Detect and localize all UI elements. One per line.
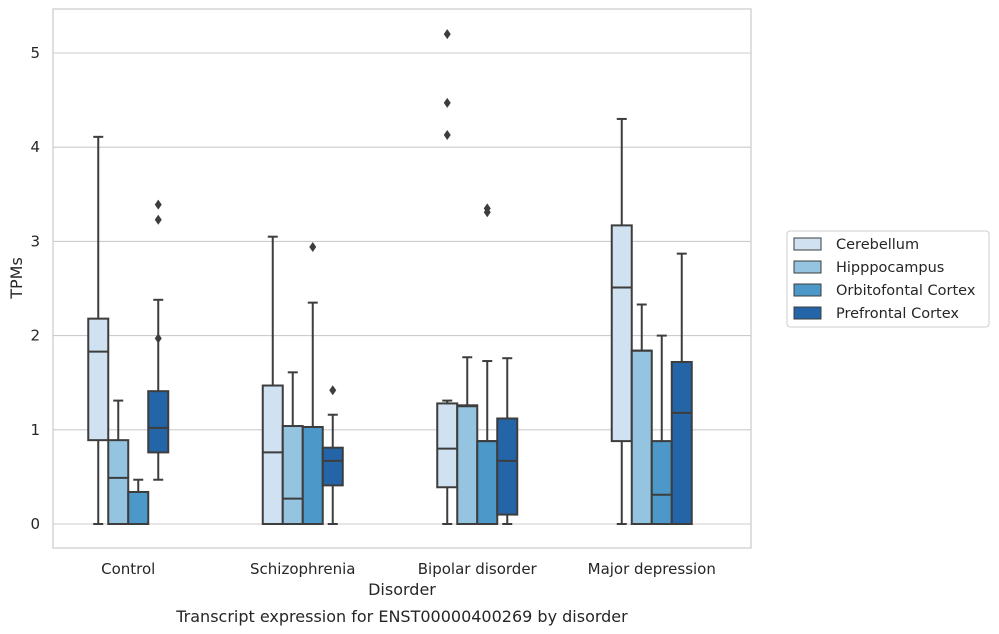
box-c1-s3: [321, 446, 344, 487]
box-c2-s0: [436, 402, 459, 489]
plot-frame: [52, 8, 752, 549]
y-axis-title: TPMs: [7, 257, 26, 300]
outlier-c0-s3-2: [154, 199, 162, 210]
y-tick-label-4: 4: [30, 138, 40, 156]
outlier-c2-s0-1: [443, 97, 451, 108]
y-tick-label-2: 2: [30, 327, 40, 345]
outlier-c0-s3-0: [154, 333, 162, 344]
box-c1-s0: [261, 384, 284, 525]
x-tick-label-2: Bipolar disorder: [418, 560, 538, 578]
legend-frame: [786, 230, 990, 328]
x-tick-label-3: Major depression: [588, 560, 716, 578]
legend-label-cerebellum: Cerebellum: [836, 237, 919, 253]
box-c0-s0: [87, 317, 110, 442]
legend-label-hippocampus: Hipppocampus: [836, 260, 944, 276]
box-c2-s3: [496, 417, 519, 516]
box-c1-s1: [281, 425, 304, 526]
x-axis-title: Disorder: [368, 580, 436, 599]
grid-lines: [53, 52, 751, 525]
legend-swatch-orbitofrontal: [793, 283, 822, 297]
box-c1-s2: [301, 425, 324, 525]
box-c2-s1: [456, 404, 479, 526]
y-tick-label-1: 1: [30, 421, 40, 439]
outlier-c1-s2-0: [309, 242, 317, 253]
box-elements: [87, 29, 693, 526]
box-c3-s2: [650, 440, 673, 526]
outlier-c0-s3-1: [154, 214, 162, 225]
box-c3-s1: [630, 349, 653, 525]
legend-swatch-prefrontal: [793, 306, 822, 320]
legend: Cerebellum Hipppocampus Orbitofontal Cor…: [786, 230, 990, 328]
x-tick-label-0: Control: [101, 560, 155, 578]
box-c0-s1: [107, 439, 130, 525]
legend-swatch-cerebellum: [793, 237, 822, 251]
outlier-c2-s0-2: [443, 29, 451, 40]
box-c0-s2: [127, 490, 150, 525]
outlier-c2-s2-1: [483, 203, 491, 214]
box-c0-s3: [147, 390, 170, 454]
outlier-c2-s0-0: [443, 129, 451, 140]
y-tick-label-5: 5: [30, 44, 40, 62]
x-tick-label-1: Schizophrenia: [250, 560, 355, 578]
legend-label-prefrontal: Prefrontal Cortex: [836, 306, 959, 322]
y-tick-label-3: 3: [30, 232, 40, 250]
box-c3-s0: [610, 224, 633, 443]
outlier-c1-s3-0: [329, 385, 337, 396]
chart-caption: Transcript expression for ENST0000040026…: [175, 607, 628, 626]
box-c2-s2: [476, 440, 499, 526]
legend-swatch-hippocampus: [793, 260, 822, 274]
box-c3-s3: [670, 360, 693, 526]
y-tick-labels: 0 1 2 3 4 5: [30, 44, 40, 533]
x-tick-labels: Control Schizophrenia Bipolar disorder Majo…: [101, 560, 716, 578]
y-tick-label-0: 0: [30, 515, 40, 533]
legend-label-orbitofrontal: Orbitofontal Cortex: [836, 283, 976, 299]
